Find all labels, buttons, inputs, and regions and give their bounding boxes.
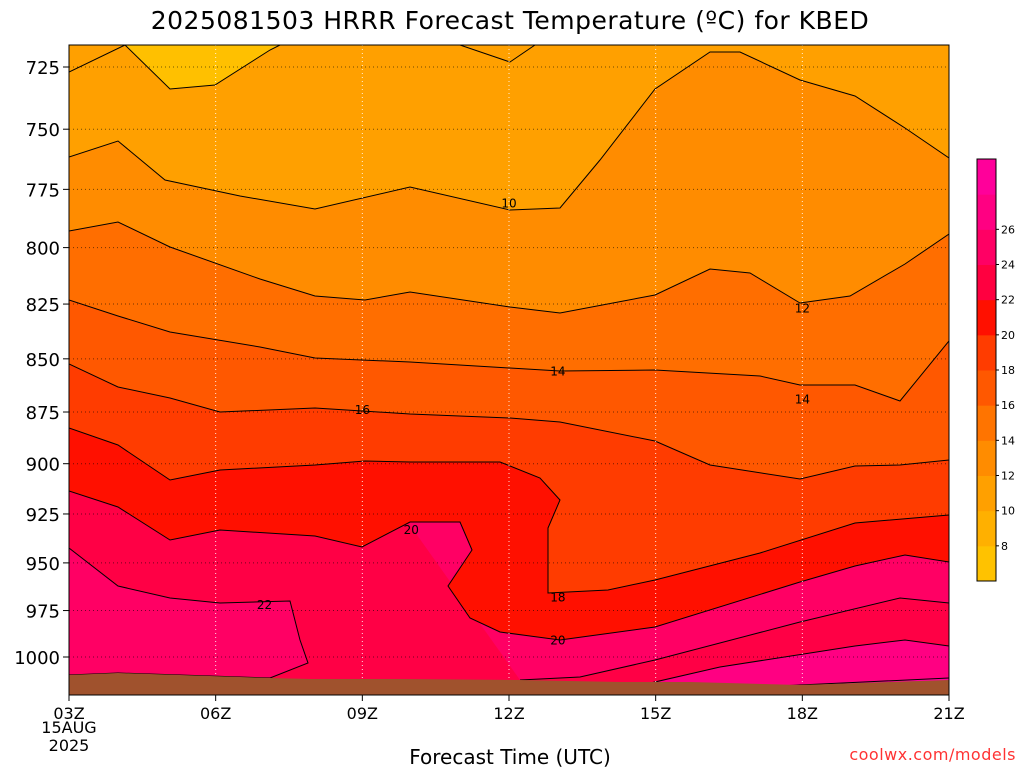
contour-line bbox=[69, 299, 949, 402]
contour-line bbox=[69, 363, 949, 480]
y-tick-label: 925 bbox=[26, 505, 60, 526]
colorbar-swatch bbox=[977, 299, 996, 336]
colorbar-swatch bbox=[977, 334, 996, 371]
contour-line bbox=[619, 639, 949, 691]
x-axis-label: Forecast Time (UTC) bbox=[409, 745, 611, 768]
ground-surface bbox=[69, 673, 949, 695]
contour-label: 16 bbox=[355, 403, 370, 417]
colorbar-swatch bbox=[977, 405, 996, 441]
contour-label: 20 bbox=[404, 523, 419, 537]
colorbar-swatch bbox=[977, 370, 996, 406]
y-tick-label: 900 bbox=[26, 455, 60, 476]
y-tick-label: 800 bbox=[26, 239, 60, 260]
contour-labels: 10 12 14 14 16 18 20 20 22 bbox=[257, 197, 810, 648]
contour-label: 12 bbox=[795, 302, 810, 316]
y-tick-label: 725 bbox=[26, 58, 60, 79]
credit-text: coolwx.com/models bbox=[849, 745, 1016, 764]
colorbar-swatch bbox=[977, 264, 996, 301]
x-tick-label: 15Z bbox=[640, 704, 671, 723]
contour-line bbox=[69, 427, 949, 594]
x-tick-label: 18Z bbox=[787, 704, 818, 723]
colorbar-swatch bbox=[977, 440, 996, 476]
colorbar-swatch bbox=[977, 159, 996, 195]
y-tick-label: 850 bbox=[26, 350, 60, 371]
band-8-10 bbox=[69, 45, 949, 210]
x-tick-label: 06Z bbox=[200, 704, 231, 723]
x-date-year: 2025 bbox=[49, 736, 90, 755]
y-tick-label: 950 bbox=[26, 554, 60, 575]
colorbar-label: 18 bbox=[1001, 364, 1015, 377]
colorbar: 8 10 12 14 16 18 20 22 24 26 bbox=[976, 158, 1015, 582]
x-tick-label: 21Z bbox=[933, 704, 964, 723]
colorbar-label: 12 bbox=[1001, 470, 1015, 483]
contour-line bbox=[69, 490, 949, 641]
contour-label: 14 bbox=[550, 365, 565, 379]
x-tick-label: 09Z bbox=[347, 704, 378, 723]
contour-label: 20 bbox=[550, 633, 565, 647]
contour-label: 22 bbox=[257, 598, 272, 612]
contour-line bbox=[459, 45, 536, 63]
colorbar-label: 20 bbox=[1001, 329, 1015, 342]
y-tick-label: 1000 bbox=[14, 648, 60, 669]
y-tick-label: 975 bbox=[26, 602, 60, 623]
chart-title: 2025081503 HRRR Forecast Temperature (ºC… bbox=[151, 6, 870, 35]
x-date-day: 15AUG bbox=[41, 718, 96, 737]
y-tick-label: 775 bbox=[26, 180, 60, 201]
band-6-8 bbox=[125, 45, 280, 89]
colorbar-label: 26 bbox=[1001, 223, 1015, 236]
band-24-26 bbox=[620, 640, 949, 695]
band-22-24-left bbox=[69, 548, 308, 678]
colorbar-label: 10 bbox=[1001, 505, 1015, 518]
contour-line bbox=[69, 51, 949, 211]
contour-line bbox=[519, 597, 949, 681]
colorbar-label: 14 bbox=[1001, 434, 1015, 447]
plot-area bbox=[69, 45, 949, 695]
grid-lines bbox=[69, 45, 949, 695]
colorbar-swatch bbox=[977, 194, 996, 230]
contour-label: 10 bbox=[501, 197, 516, 211]
contour-line bbox=[69, 45, 126, 73]
colorbar-label: 8 bbox=[1001, 540, 1008, 553]
y-tick-label: 750 bbox=[26, 120, 60, 141]
y-tick-label: 875 bbox=[26, 403, 60, 424]
contour-line bbox=[124, 45, 281, 90]
contour-label: 14 bbox=[795, 392, 810, 406]
y-tick-label: 825 bbox=[26, 295, 60, 316]
colorbar-label: 22 bbox=[1001, 294, 1015, 307]
colorbar-swatch bbox=[977, 229, 996, 265]
colorbar-swatch bbox=[977, 510, 996, 547]
x-tick-label: 12Z bbox=[493, 704, 524, 723]
colorbar-swatch bbox=[977, 475, 996, 512]
x-axis: 03Z 06Z 09Z 12Z 15Z 18Z 21Z bbox=[53, 695, 965, 723]
contour-line bbox=[69, 221, 949, 314]
y-axis: 725 750 775 800 825 850 875 900 925 950 975 1000 bbox=[14, 58, 69, 669]
x-tick-label: 03Z bbox=[53, 704, 84, 723]
colorbar-swatch bbox=[977, 545, 996, 582]
colorbar-label: 16 bbox=[1001, 399, 1015, 412]
contour-label: 18 bbox=[550, 590, 565, 604]
colorbar-label: 24 bbox=[1001, 259, 1015, 272]
